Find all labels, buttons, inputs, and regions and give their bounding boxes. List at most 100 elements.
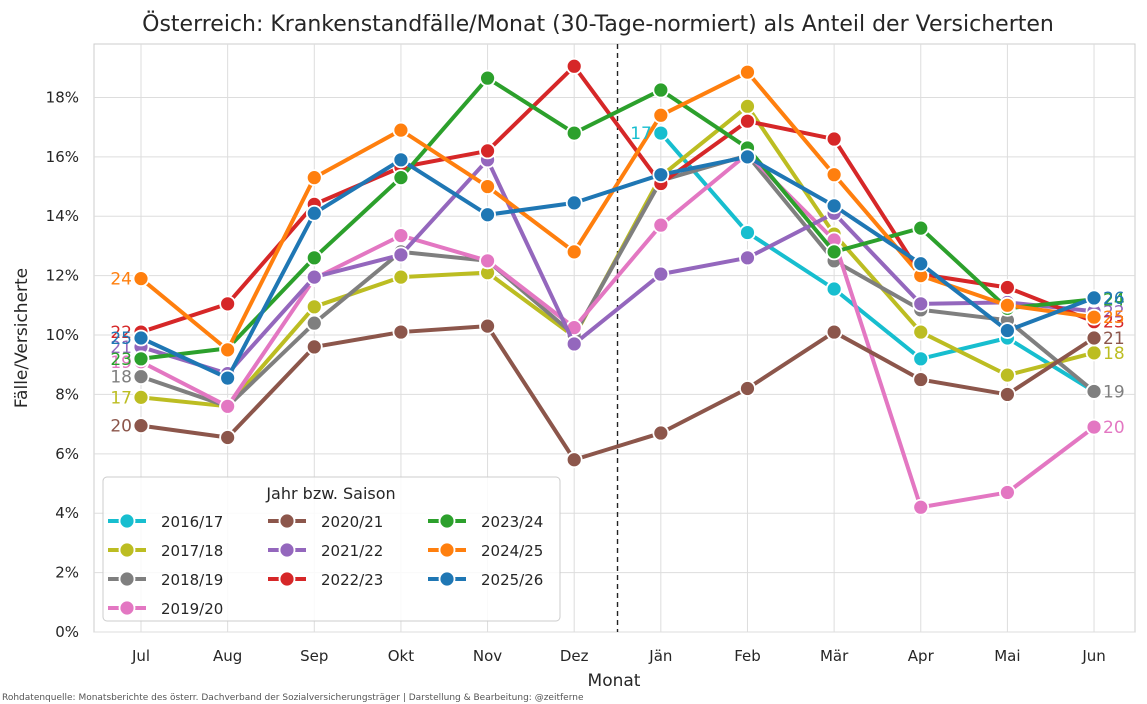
data-point [479, 252, 496, 270]
y-tick-label: 8% [55, 385, 79, 403]
legend-swatch-marker [118, 570, 136, 588]
data-point [912, 371, 930, 388]
data-point [305, 204, 323, 222]
data-point [565, 243, 583, 261]
series-end-label: 19 [1103, 382, 1125, 402]
data-point [1085, 289, 1103, 307]
series-start-label: 19 [110, 353, 132, 373]
data-point [565, 451, 583, 469]
data-point [652, 166, 670, 184]
legend-items: 2016/17 2017/18 2018/19 2019/20 2020/21 2021/… [108, 512, 543, 618]
series-end-label: 20 [1103, 418, 1125, 438]
legend-label: 2018/19 [161, 571, 223, 589]
x-tick-labels: Jul Aug Sep Okt Nov Dez Jän Feb Mär Apr Mai Jun [131, 647, 1106, 665]
y-tick-label: 12% [46, 267, 79, 285]
legend-label: 2023/24 [481, 513, 543, 531]
data-point [479, 69, 496, 87]
data-point [305, 314, 323, 332]
data-point [652, 124, 670, 142]
data-point [132, 270, 150, 288]
series-end-label: 22 [1103, 302, 1125, 322]
data-point [132, 329, 150, 347]
data-point [479, 317, 496, 335]
data-point [652, 81, 670, 99]
legend-swatch-marker [438, 570, 456, 588]
data-point [912, 323, 930, 341]
series-line [139, 157, 1097, 376]
x-tick-label: Mai [994, 647, 1020, 665]
y-tick-label: 18% [46, 88, 79, 106]
y-tick-label: 6% [55, 445, 79, 463]
data-point [739, 148, 756, 166]
data-point [305, 268, 323, 286]
y-tick-label: 14% [46, 207, 79, 225]
data-point [739, 97, 756, 115]
legend-swatch-marker [118, 599, 136, 617]
legend-swatch-marker [278, 541, 296, 559]
series-end-label: 18 [1103, 344, 1125, 364]
data-point [652, 424, 670, 442]
data-point [999, 279, 1016, 296]
data-point [912, 219, 930, 237]
data-point [825, 323, 843, 341]
series-start-label: 25 [110, 329, 132, 349]
data-point [739, 380, 756, 397]
x-tick-label: Dez [560, 647, 589, 665]
x-tick-label: Jul [131, 647, 150, 665]
x-tick-label: Jän [648, 647, 672, 665]
data-point [565, 194, 583, 212]
data-point [305, 249, 323, 267]
data-point [392, 151, 410, 169]
data-point [305, 298, 323, 316]
y-tick-label: 2% [55, 564, 79, 582]
legend-swatch-marker [438, 541, 456, 559]
legend-item: 2018/19 [108, 570, 223, 589]
data-point [1085, 329, 1103, 347]
data-point [739, 63, 756, 81]
legend-item: 2023/24 [428, 512, 543, 531]
data-point [479, 206, 496, 224]
series-start-label: 21 [110, 338, 132, 358]
data-point [825, 197, 843, 215]
series-2025-26 [132, 148, 1103, 387]
data-point [999, 296, 1016, 314]
x-tick-label: Okt [388, 647, 414, 665]
series-line [139, 154, 1097, 381]
data-point [392, 268, 410, 286]
series-end-label: 25 [1103, 308, 1125, 328]
y-tick-label: 10% [46, 326, 79, 344]
series-start-label: 24 [110, 270, 132, 290]
data-point [652, 216, 670, 234]
data-point [912, 255, 930, 273]
x-tick-label: Nov [473, 647, 502, 665]
legend-item: 2020/21 [268, 512, 383, 531]
legend-swatch-marker [278, 570, 296, 588]
data-point [652, 106, 670, 124]
legend-item: 2021/22 [268, 541, 383, 560]
x-tick-label: Mär [820, 647, 849, 665]
legend-swatch-marker [278, 512, 296, 530]
data-point [652, 265, 670, 283]
data-point [219, 429, 237, 446]
data-point [999, 366, 1016, 384]
source-note: Rohdatenquelle: Monatsberichte des öster… [2, 693, 584, 703]
data-point [912, 350, 930, 368]
x-tick-label: Aug [213, 647, 242, 665]
x-tick-label: Feb [734, 647, 761, 665]
series-start-label: 18 [110, 368, 132, 388]
data-point [305, 338, 323, 356]
legend-label: 2021/22 [321, 542, 383, 560]
legend-label: 2024/25 [481, 542, 543, 560]
x-axis-label: Monat [588, 671, 641, 691]
legend-item: 2017/18 [108, 541, 223, 560]
data-point [565, 335, 583, 353]
data-point [565, 124, 583, 142]
series-end-label: 23 [1103, 313, 1125, 333]
data-point [1085, 383, 1103, 400]
legend-label: 2022/23 [321, 571, 383, 589]
data-point [565, 57, 583, 75]
data-point [912, 498, 930, 516]
legend-title: Jahr bzw. Saison [265, 484, 395, 503]
data-point [392, 121, 410, 139]
